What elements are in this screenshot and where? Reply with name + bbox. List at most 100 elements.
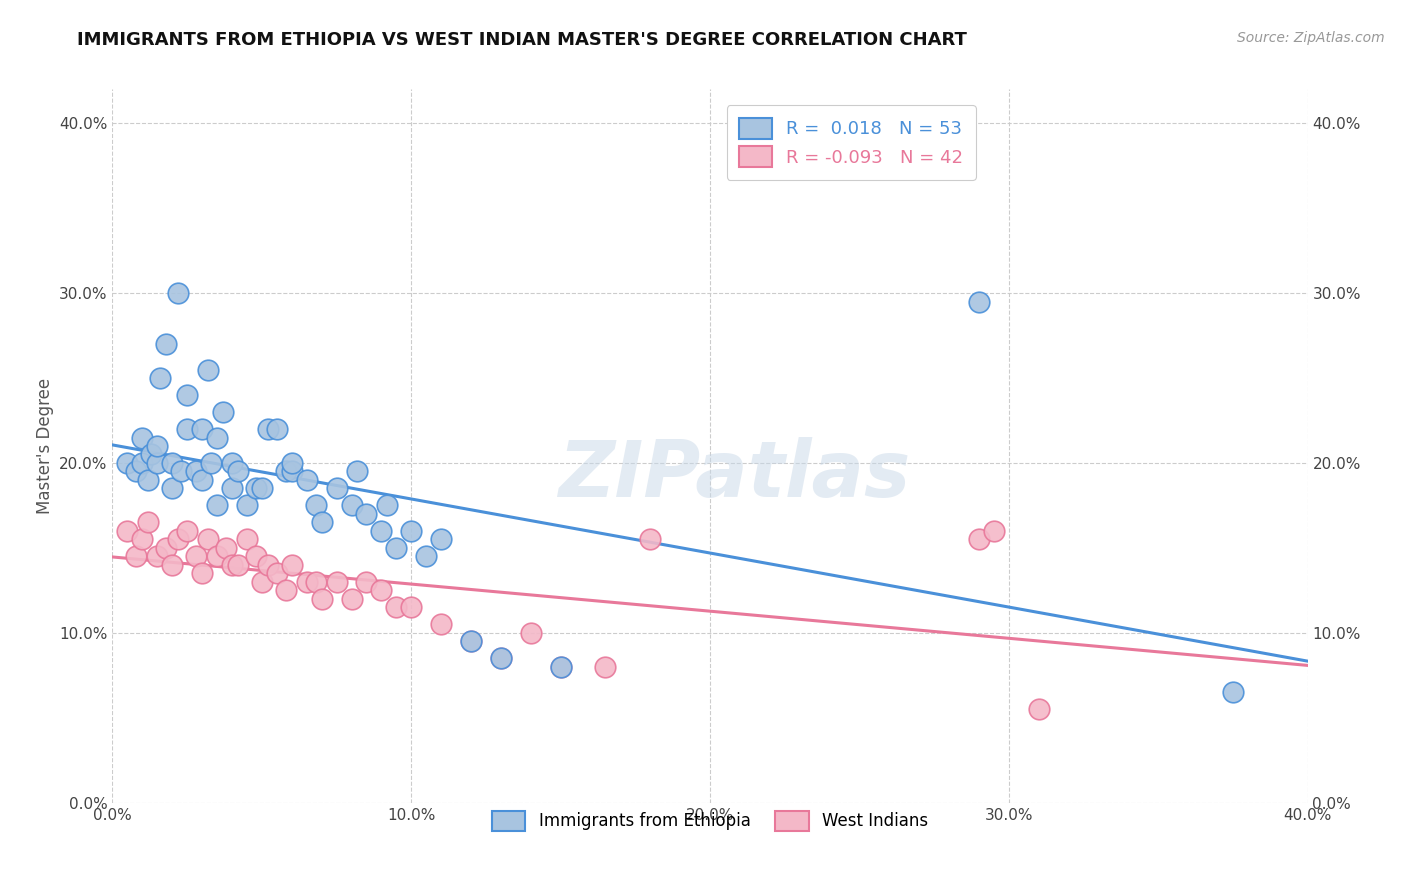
Point — [197, 362, 219, 376]
Point — [200, 456, 222, 470]
Point — [117, 524, 139, 538]
Point — [245, 482, 267, 496]
Point — [520, 626, 543, 640]
Point — [356, 574, 378, 589]
Point — [266, 422, 288, 436]
Point — [149, 371, 172, 385]
Point — [274, 465, 297, 479]
Point — [430, 533, 453, 547]
Point — [176, 422, 198, 436]
Text: ZIPatlas: ZIPatlas — [558, 436, 910, 513]
Point — [221, 482, 243, 496]
Point — [311, 516, 333, 530]
Point — [191, 473, 214, 487]
Point — [489, 651, 512, 665]
Point — [401, 600, 423, 615]
Point — [205, 499, 228, 513]
Point — [146, 549, 169, 564]
Point — [415, 549, 437, 564]
Point — [131, 533, 153, 547]
Point — [221, 558, 243, 572]
Text: Source: ZipAtlas.com: Source: ZipAtlas.com — [1237, 31, 1385, 45]
Point — [226, 558, 249, 572]
Point — [311, 591, 333, 606]
Point — [191, 566, 214, 581]
Point — [1222, 685, 1244, 699]
Point — [281, 558, 304, 572]
Point — [138, 516, 160, 530]
Point — [117, 456, 139, 470]
Point — [281, 465, 304, 479]
Point — [385, 541, 408, 555]
Legend: Immigrants from Ethiopia, West Indians: Immigrants from Ethiopia, West Indians — [478, 797, 942, 845]
Point — [1028, 702, 1050, 716]
Point — [370, 524, 392, 538]
Point — [983, 524, 1005, 538]
Point — [460, 634, 482, 648]
Point — [401, 524, 423, 538]
Point — [305, 574, 328, 589]
Point — [226, 465, 249, 479]
Point — [325, 574, 347, 589]
Point — [155, 541, 177, 555]
Point — [138, 473, 160, 487]
Point — [125, 549, 148, 564]
Point — [125, 465, 148, 479]
Point — [176, 388, 198, 402]
Point — [967, 533, 990, 547]
Point — [274, 583, 297, 598]
Point — [131, 430, 153, 444]
Point — [305, 499, 328, 513]
Point — [245, 549, 267, 564]
Point — [205, 430, 228, 444]
Point — [356, 507, 378, 521]
Point — [340, 499, 363, 513]
Point — [186, 549, 208, 564]
Point — [212, 405, 235, 419]
Point — [167, 533, 190, 547]
Point — [266, 566, 288, 581]
Point — [295, 574, 318, 589]
Point — [155, 337, 177, 351]
Point — [162, 558, 183, 572]
Point — [325, 482, 347, 496]
Point — [162, 482, 183, 496]
Point — [489, 651, 512, 665]
Point — [550, 660, 572, 674]
Point — [595, 660, 617, 674]
Point — [281, 456, 304, 470]
Point — [236, 499, 259, 513]
Point — [257, 558, 280, 572]
Point — [170, 465, 193, 479]
Point — [250, 482, 273, 496]
Point — [221, 456, 243, 470]
Point — [141, 448, 163, 462]
Point — [167, 286, 190, 301]
Point — [131, 456, 153, 470]
Point — [640, 533, 662, 547]
Point — [146, 439, 169, 453]
Point — [236, 533, 259, 547]
Point — [340, 591, 363, 606]
Point — [385, 600, 408, 615]
Point — [967, 294, 990, 309]
Point — [550, 660, 572, 674]
Point — [257, 422, 280, 436]
Point — [215, 541, 238, 555]
Point — [460, 634, 482, 648]
Point — [377, 499, 399, 513]
Text: IMMIGRANTS FROM ETHIOPIA VS WEST INDIAN MASTER'S DEGREE CORRELATION CHART: IMMIGRANTS FROM ETHIOPIA VS WEST INDIAN … — [77, 31, 967, 49]
Point — [205, 549, 228, 564]
Point — [186, 465, 208, 479]
Point — [146, 456, 169, 470]
Point — [430, 617, 453, 632]
Point — [250, 574, 273, 589]
Point — [295, 473, 318, 487]
Point — [191, 422, 214, 436]
Y-axis label: Master's Degree: Master's Degree — [35, 378, 53, 514]
Point — [346, 465, 368, 479]
Point — [162, 456, 183, 470]
Point — [197, 533, 219, 547]
Point — [370, 583, 392, 598]
Point — [176, 524, 198, 538]
